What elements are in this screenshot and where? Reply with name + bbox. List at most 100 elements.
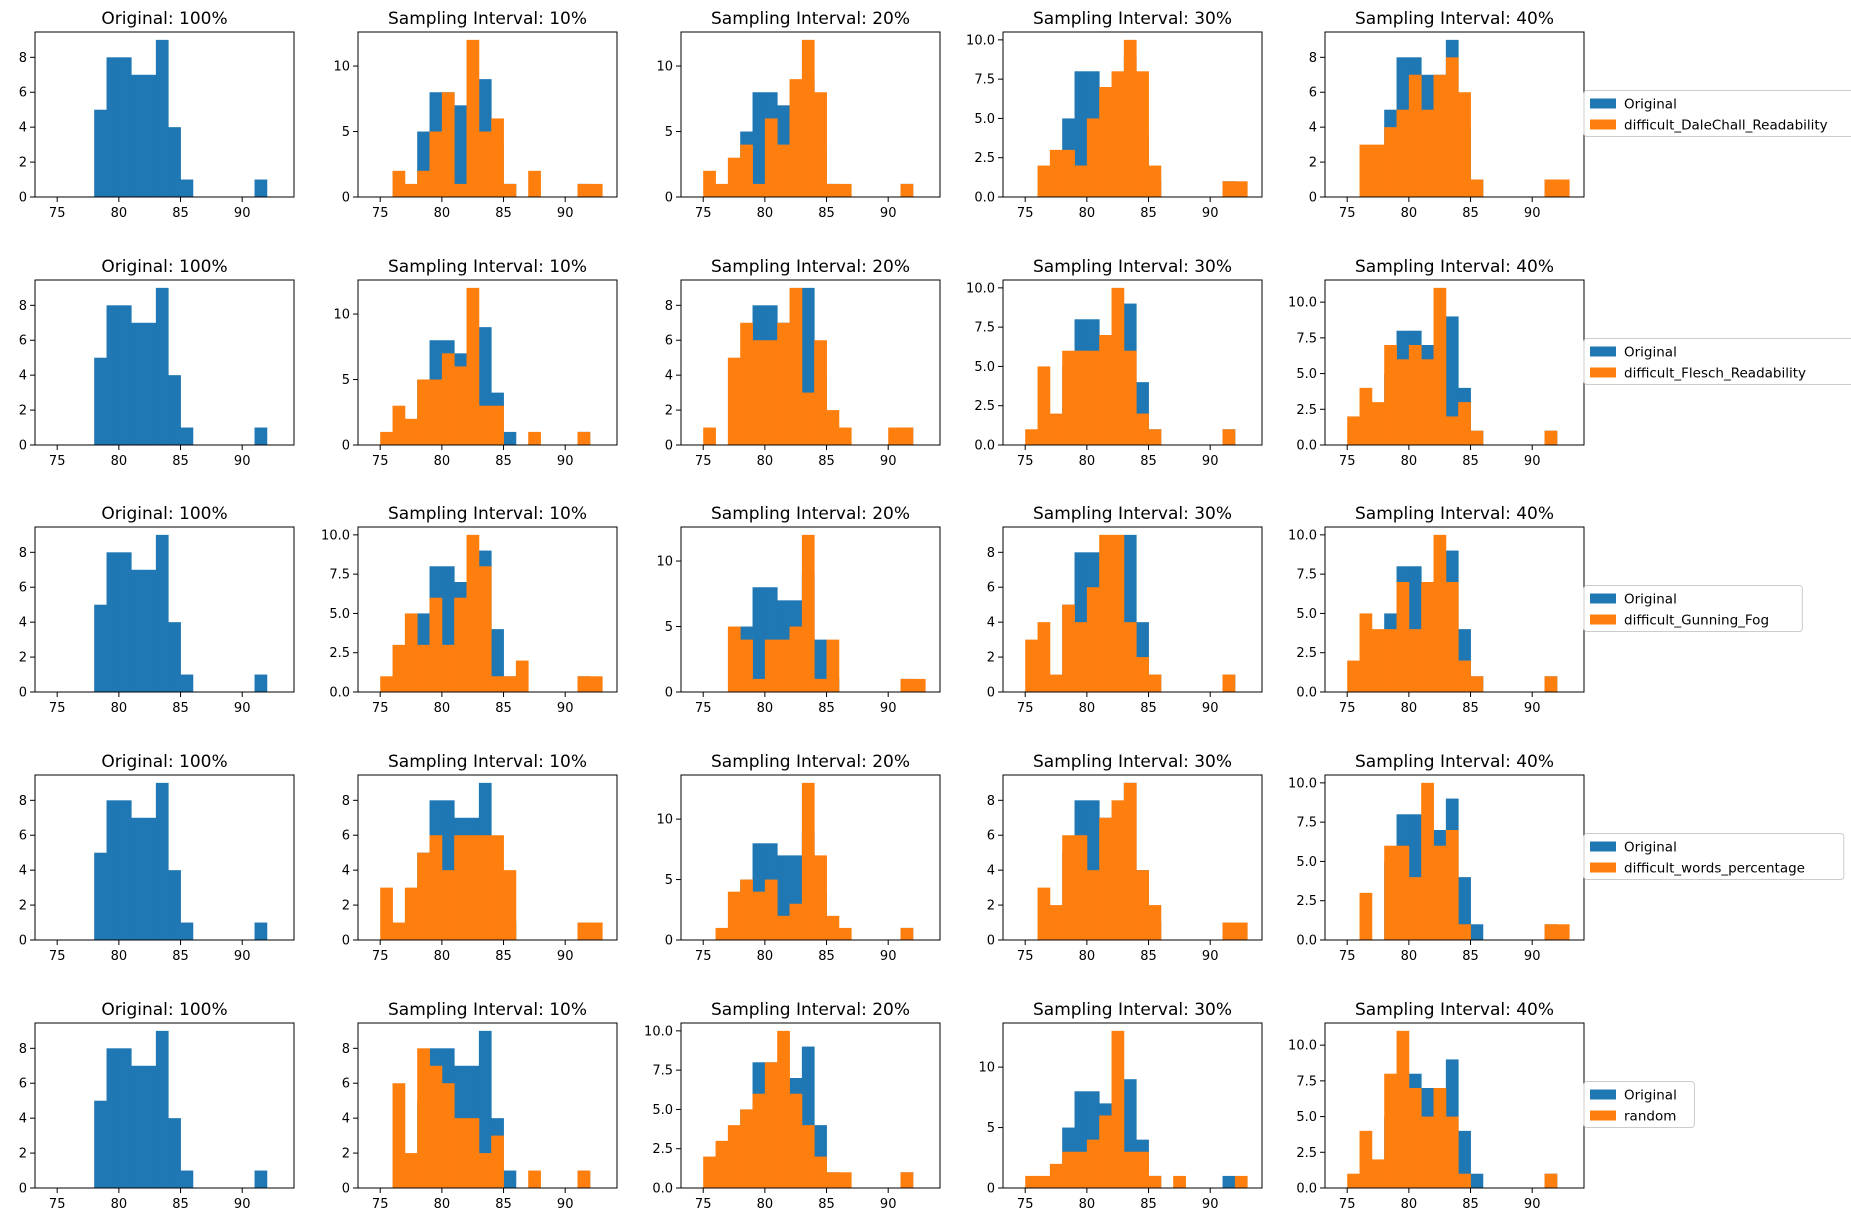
sampled-bar: [515, 660, 529, 692]
x-tick-label: 80: [111, 454, 128, 469]
y-tick-label: 6: [19, 829, 27, 844]
subplot-r5-c1: Original: 100% 75 80 85 90 0 2 4 6 8: [19, 1000, 295, 1212]
y-tick-label: 0: [987, 1182, 995, 1197]
y-tick-label: 0: [342, 934, 350, 949]
original-bar: [180, 922, 194, 940]
subplot-title: Original: 100%: [101, 1000, 227, 1020]
subplot-r4-c3: Sampling Interval: 20% 75 80 85 90 0 5 10: [656, 752, 941, 964]
sampled-bar: [491, 1135, 504, 1188]
original-bar: [254, 674, 268, 692]
x-tick-label: 80: [1401, 949, 1418, 964]
sampled-bar: [900, 927, 914, 940]
sampled-bar: [1384, 127, 1397, 197]
sampled-bar: [1445, 1116, 1459, 1188]
x-tick-label: 85: [172, 701, 189, 716]
y-tick-label: 7.5: [652, 1064, 673, 1079]
sampled-bar: [1470, 676, 1484, 692]
original-bar: [503, 1170, 517, 1188]
x-tick-label: 80: [1079, 1197, 1096, 1212]
sampled-bar: [838, 927, 852, 940]
x-tick-label: 90: [557, 206, 574, 221]
y-tick-label: 0: [665, 191, 673, 206]
sampled-bar: [417, 852, 430, 940]
subplot-r3-c2: Sampling Interval: 10% 75 80 85 90 0.0 2.5 5.0 7…: [321, 504, 618, 716]
sampled-bar: [577, 431, 591, 445]
subplot-title: Sampling Interval: 20%: [711, 1000, 910, 1020]
legend-swatch-original: [1590, 98, 1616, 109]
x-tick-label: 90: [1524, 454, 1541, 469]
sampled-bar: [417, 379, 430, 445]
sampled-bar: [703, 170, 716, 197]
axes-frame: [1002, 1022, 1263, 1189]
sampled-bar: [752, 891, 766, 940]
y-tick-label: 4: [987, 616, 995, 631]
x-tick-label: 85: [495, 1197, 512, 1212]
axes-frame: [34, 31, 295, 198]
x-tick-label: 75: [1339, 206, 1356, 221]
y-tick-label: 10.0: [644, 1024, 673, 1039]
y-tick-label: 10: [656, 60, 673, 75]
x-tick-label: 85: [172, 454, 189, 469]
sampled-bar: [503, 183, 517, 197]
sampled-bar: [404, 1153, 418, 1188]
y-tick-label: 0: [342, 1182, 350, 1197]
subplot-title: Sampling Interval: 20%: [711, 752, 910, 772]
original-bar: [503, 431, 517, 445]
x-tick-label: 80: [757, 454, 774, 469]
sampled-bar: [589, 676, 603, 692]
sampled-bar: [1025, 639, 1038, 692]
sampled-bar: [528, 170, 541, 197]
x-tick-label: 80: [1401, 206, 1418, 221]
sampled-bar: [1384, 845, 1397, 940]
sampled-bar: [1421, 109, 1434, 197]
sampled-bar: [1123, 782, 1137, 940]
sampled-bar: [801, 782, 815, 940]
x-tick-label: 90: [1524, 1197, 1541, 1212]
y-tick-label: 10.0: [1288, 776, 1317, 791]
sampled-bar: [1062, 149, 1075, 197]
original-bar: [155, 287, 169, 445]
x-tick-label: 90: [557, 454, 574, 469]
sampled-bar: [900, 427, 914, 445]
y-tick-label: 8: [19, 51, 27, 66]
sampled-bar: [491, 676, 504, 692]
original-bar: [106, 305, 120, 445]
sampled-bar: [1359, 144, 1373, 197]
x-tick-label: 75: [695, 454, 712, 469]
x-tick-label: 80: [1079, 454, 1096, 469]
x-tick-label: 90: [1202, 701, 1219, 716]
y-tick-label: 0: [19, 439, 27, 454]
sampled-bar: [503, 676, 517, 692]
y-tick-label: 0: [19, 191, 27, 206]
y-tick-label: 5.0: [1296, 607, 1317, 622]
sampled-bar: [1136, 71, 1149, 197]
subplot-title: Sampling Interval: 10%: [388, 257, 587, 277]
original-bar: [254, 1170, 268, 1188]
x-tick-label: 75: [1339, 1197, 1356, 1212]
legend-row-2: Original difficult_Flesch_Readability: [1583, 338, 1851, 385]
y-tick-label: 6: [342, 829, 350, 844]
sampled-bar: [1445, 416, 1459, 445]
y-tick-label: 8: [987, 546, 995, 561]
sampled-bar: [777, 144, 790, 197]
sampled-bar: [1470, 430, 1484, 445]
axes-frame: [357, 774, 618, 941]
legend-label-original: Original: [1624, 840, 1677, 856]
sampled-bar: [789, 287, 803, 445]
x-tick-label: 90: [880, 701, 897, 716]
sampled-bar: [1074, 835, 1088, 940]
y-tick-label: 2.5: [974, 151, 995, 166]
sampled-bar: [1062, 604, 1075, 692]
y-tick-label: 8: [665, 299, 673, 314]
sampled-bar: [503, 870, 517, 940]
x-tick-label: 80: [434, 1197, 451, 1212]
x-tick-label: 90: [1524, 206, 1541, 221]
original-bar: [168, 870, 181, 940]
original-bar: [131, 322, 144, 445]
sampled-bar: [801, 534, 815, 692]
sampled-bar: [1222, 674, 1236, 692]
y-tick-label: 10: [333, 308, 350, 323]
subplot-title: Sampling Interval: 10%: [388, 9, 587, 29]
y-tick-label: 8: [19, 546, 27, 561]
